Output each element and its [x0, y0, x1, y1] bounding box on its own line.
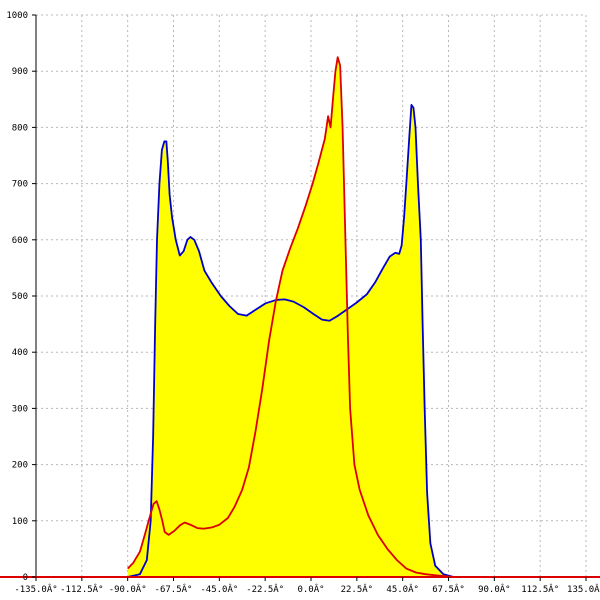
y-tick-label-2: 200 — [12, 461, 28, 471]
y-tick-label-4: 400 — [12, 348, 28, 358]
x-tick-label-8: 45.0Â° — [386, 583, 419, 595]
x-tick-label-2: -90.0Â° — [109, 583, 147, 595]
x-tick-label-12: 135.0Â° — [567, 583, 600, 595]
y-tick-label-6: 600 — [12, 236, 28, 246]
series-lines — [127, 56, 454, 578]
y-tick-label-3: 300 — [12, 404, 28, 414]
x-axis-ticks: -135.0Â° -112.5Â° -90.0Â° -67.5Â° -45.0Â° -22… — [14, 577, 600, 595]
y-tick-label-9: 900 — [12, 67, 28, 77]
x-tick-label-10: 90.0Â° — [478, 583, 511, 595]
x-tick-label-4: -45.0Â° — [200, 583, 238, 595]
y-tick-label-1: 100 — [12, 517, 28, 527]
y-tick-label-7: 700 — [12, 180, 28, 190]
filled-area — [127, 58, 454, 577]
y-tick-label-0: 0 — [23, 573, 28, 583]
x-tick-label-6: 0.0Â° — [297, 583, 324, 595]
x-tick-label-5: -22.5Â° — [246, 583, 284, 595]
area-fill — [127, 58, 454, 577]
x-tick-label-11: 112.5Â° — [521, 583, 559, 595]
y-tick-label-8: 800 — [12, 123, 28, 133]
x-tick-label-9: 67.5Â° — [432, 583, 465, 595]
x-tick-label-0: -135.0Â° — [14, 583, 57, 595]
series-line-0 — [127, 104, 454, 578]
x-tick-label-1: -112.5Â° — [60, 583, 103, 595]
x-tick-label-3: -67.5Â° — [155, 583, 193, 595]
y-tick-label-10: 1000 — [6, 11, 28, 21]
x-tick-label-7: 22.5Â° — [341, 583, 374, 595]
y-axis-ticks: 0 100 200 300 400 500 600 700 800 900 1000 — [6, 11, 36, 583]
series-line-1 — [127, 56, 454, 578]
y-tick-label-5: 500 — [12, 292, 28, 302]
